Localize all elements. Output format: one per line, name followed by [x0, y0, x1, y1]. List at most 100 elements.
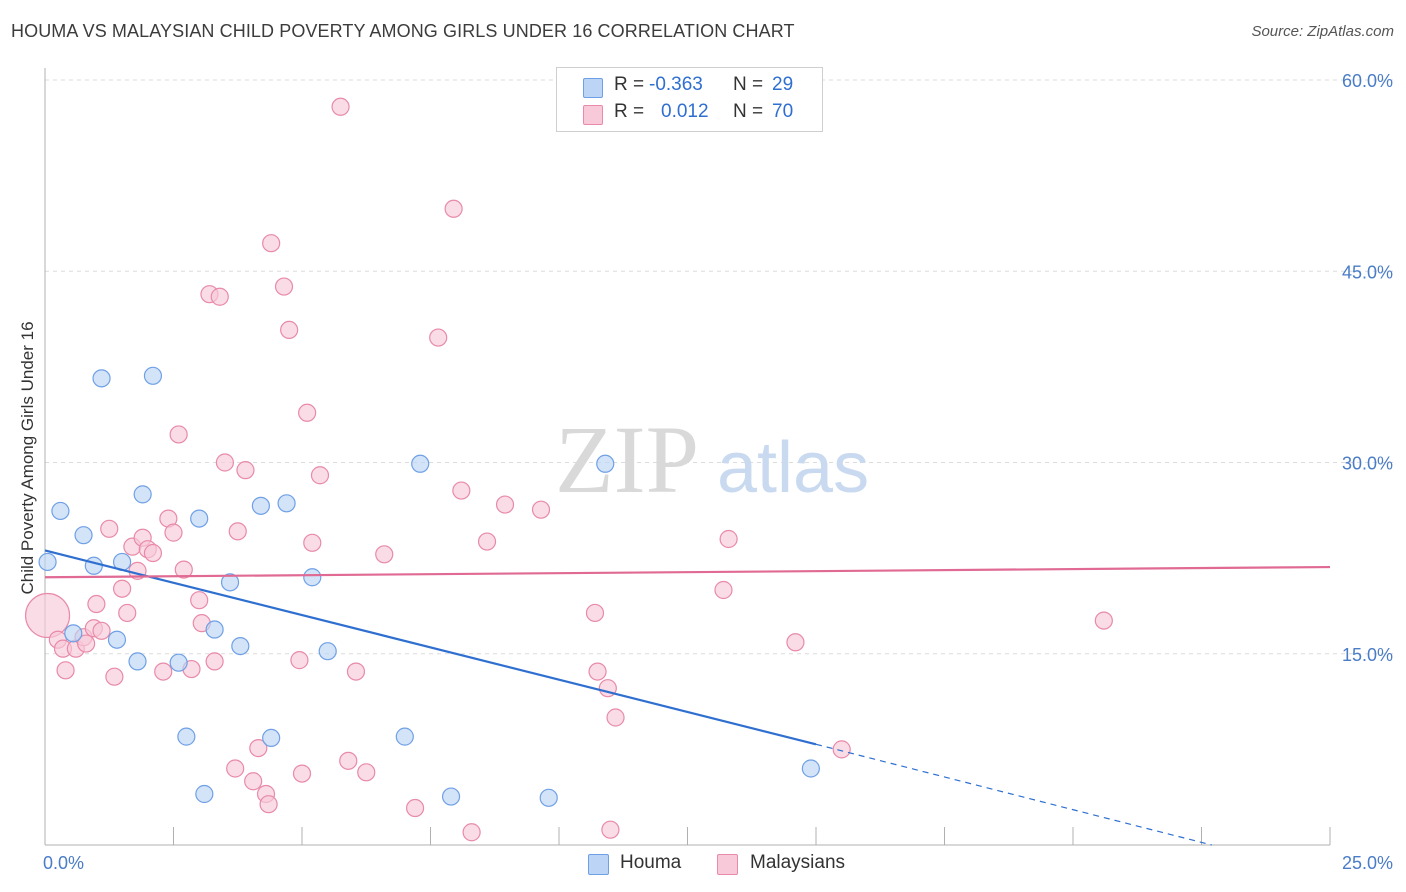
data-point: [606, 708, 625, 727]
trend-lines: [44, 549, 1331, 846]
houma-n-value: 29: [772, 74, 794, 95]
data-point: [405, 798, 425, 818]
data-points: [24, 70, 1113, 842]
y-tick-label: 30.0%: [1342, 454, 1393, 474]
data-point: [154, 662, 173, 681]
data-point: [303, 568, 322, 587]
x-tick-label: 25.0%: [1342, 853, 1393, 873]
data-point: [174, 560, 193, 579]
data-point: [346, 662, 366, 681]
data-point: [411, 454, 430, 473]
data-point: [215, 453, 234, 472]
malaysians-legend-swatch: [717, 854, 738, 875]
data-point: [169, 425, 188, 444]
data-point: [190, 591, 209, 610]
data-point: [262, 234, 281, 253]
data-point: [259, 795, 278, 814]
data-point: [38, 552, 57, 572]
axes: 15.0% 30.0% 45.0% 60.0% 0.0% 25.0%: [43, 68, 1393, 873]
y-tick-label: 15.0%: [1342, 645, 1393, 665]
houma-legend-swatch: [588, 854, 609, 875]
correlation-legend: R = -0.363 N = 29 R = 0.012 N = 70: [556, 67, 823, 132]
data-point: [228, 522, 247, 541]
data-point: [92, 621, 111, 640]
malaysians-swatch: [583, 105, 603, 125]
data-point: [596, 454, 615, 473]
data-point: [585, 603, 605, 623]
source-label: Source: ZipAtlas.com: [1251, 23, 1394, 40]
data-point: [832, 740, 851, 759]
data-point: [107, 630, 127, 649]
data-point: [331, 97, 350, 116]
x-tick-label: 0.0%: [43, 853, 84, 873]
data-point: [128, 652, 147, 671]
data-point: [169, 653, 188, 672]
data-point: [205, 652, 224, 671]
data-point: [719, 529, 738, 549]
data-point: [244, 772, 263, 791]
data-point: [87, 594, 106, 614]
data-point: [588, 662, 607, 681]
trend-line: [44, 565, 1331, 579]
houma-swatch: [583, 78, 603, 98]
n-label: N =: [733, 101, 764, 122]
data-point: [444, 199, 463, 218]
legend-row-houma: R = -0.363 N = 29: [557, 74, 822, 100]
data-point: [118, 603, 137, 623]
data-point: [105, 667, 124, 686]
legend-row-malaysians: R = 0.012 N = 70: [557, 101, 822, 127]
trend-line: [44, 549, 817, 746]
data-point: [251, 496, 270, 515]
n-label: N =: [733, 74, 764, 95]
data-point: [64, 624, 83, 643]
data-point: [143, 366, 163, 385]
data-point: [274, 277, 294, 296]
data-point: [452, 481, 471, 500]
data-point: [495, 495, 515, 514]
data-point: [112, 579, 132, 598]
data-point: [462, 823, 481, 842]
r-label: R =: [614, 101, 645, 122]
data-point: [601, 820, 620, 839]
data-point: [786, 633, 805, 652]
data-point: [441, 787, 461, 806]
data-point: [249, 738, 268, 758]
y-axis-label: Child Poverty Among Girls Under 16: [18, 321, 37, 594]
data-point: [357, 763, 376, 782]
data-point: [477, 532, 497, 551]
malaysians-n-value: 70: [772, 101, 794, 122]
data-point: [262, 728, 281, 748]
data-point: [280, 320, 299, 339]
trend-line-extension: [815, 743, 1212, 846]
houma-r-value: -0.363: [649, 74, 703, 95]
houma-legend-label: Houma: [620, 852, 682, 873]
malaysians-r-value: 0.012: [661, 101, 709, 122]
data-point: [375, 545, 394, 564]
data-point: [190, 509, 209, 528]
data-point: [143, 543, 163, 563]
data-point: [56, 661, 75, 680]
data-point: [92, 369, 111, 388]
data-point: [714, 580, 733, 600]
r-label: R =: [614, 74, 645, 95]
data-point: [231, 636, 250, 656]
data-point: [195, 784, 214, 804]
data-point: [277, 494, 296, 513]
data-point: [539, 788, 558, 807]
data-point: [210, 287, 229, 306]
data-point: [74, 526, 93, 545]
data-point: [318, 642, 337, 661]
malaysians-legend-label: Malaysians: [750, 852, 846, 873]
data-point: [164, 523, 183, 542]
data-point: [298, 403, 317, 422]
data-point: [24, 592, 71, 639]
data-point: [133, 485, 152, 504]
data-point: [226, 759, 245, 778]
y-tick-label: 60.0%: [1342, 71, 1393, 91]
data-point: [100, 519, 119, 538]
y-tick-label: 45.0%: [1342, 262, 1393, 282]
data-point: [395, 727, 414, 746]
data-point: [339, 751, 358, 770]
data-point: [220, 573, 240, 592]
